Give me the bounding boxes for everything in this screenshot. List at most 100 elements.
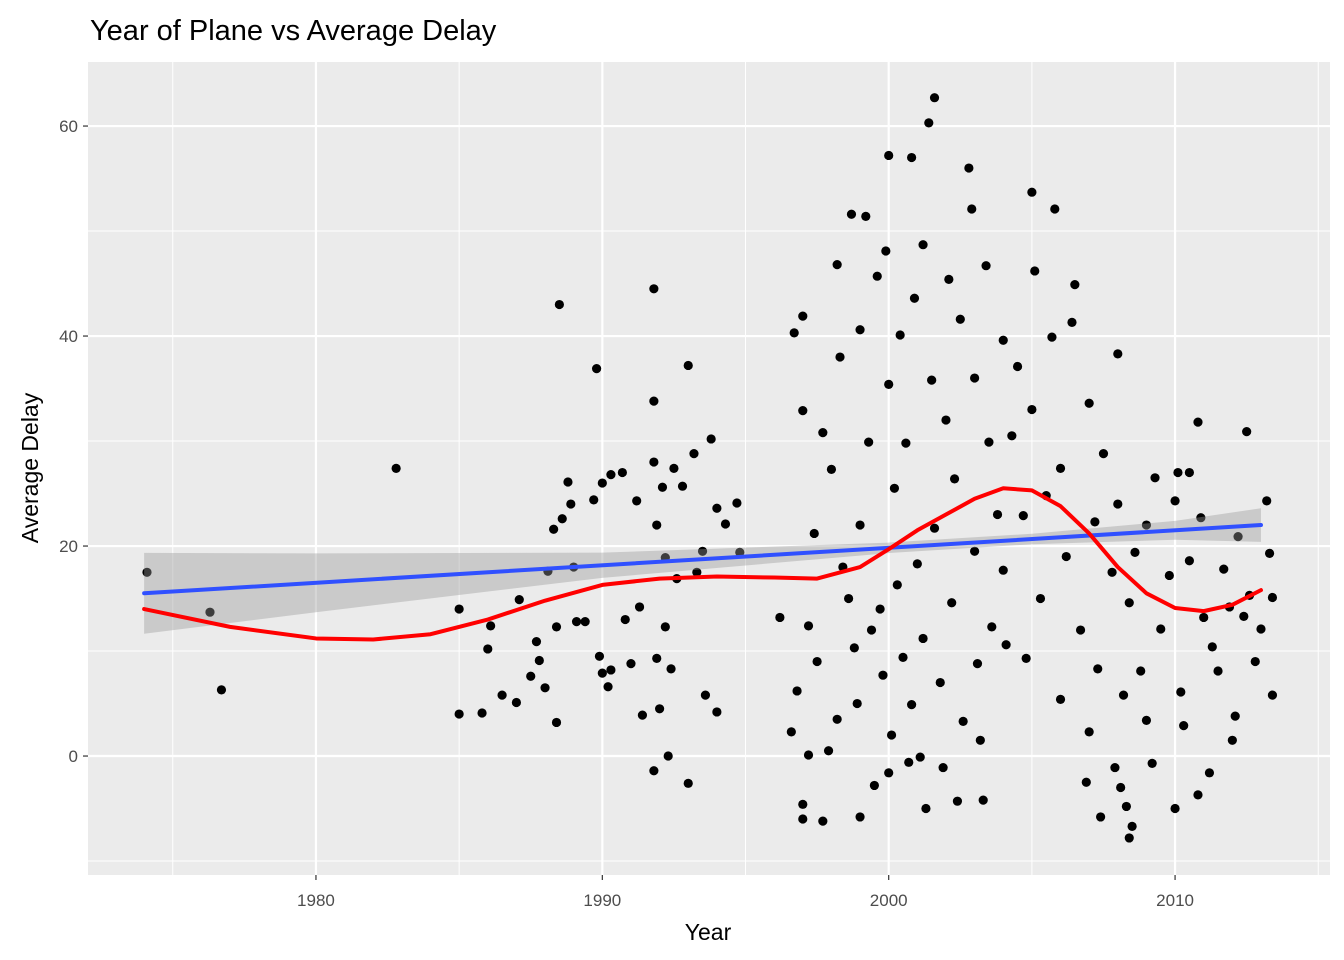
y-tick-label: 60 bbox=[59, 117, 78, 136]
point bbox=[1250, 656, 1260, 667]
point bbox=[597, 478, 607, 488]
point bbox=[944, 274, 954, 284]
point bbox=[1219, 564, 1229, 574]
point bbox=[970, 546, 980, 556]
point bbox=[580, 617, 590, 627]
point bbox=[1242, 426, 1252, 437]
point bbox=[1141, 520, 1152, 530]
point bbox=[632, 496, 642, 506]
point bbox=[875, 604, 885, 614]
point bbox=[1018, 510, 1028, 521]
point bbox=[566, 499, 576, 509]
point bbox=[798, 311, 808, 321]
point bbox=[1118, 690, 1129, 700]
point bbox=[992, 509, 1003, 520]
point bbox=[551, 622, 562, 632]
point bbox=[634, 602, 645, 612]
point bbox=[205, 607, 215, 617]
point bbox=[571, 617, 582, 627]
y-tick-label: 20 bbox=[59, 537, 78, 556]
point bbox=[514, 594, 524, 605]
point bbox=[1070, 279, 1080, 290]
point bbox=[655, 704, 665, 714]
x-tick-label: 1990 bbox=[583, 891, 621, 910]
point bbox=[1050, 204, 1060, 214]
point bbox=[864, 437, 874, 447]
point bbox=[606, 470, 616, 480]
point bbox=[1121, 801, 1131, 812]
point bbox=[617, 467, 627, 478]
point bbox=[832, 714, 842, 724]
point bbox=[1084, 727, 1094, 737]
point bbox=[1227, 735, 1237, 745]
y-tick-label: 0 bbox=[69, 747, 78, 766]
point bbox=[1096, 812, 1106, 822]
point bbox=[1001, 640, 1011, 650]
grid bbox=[88, 62, 1330, 875]
point bbox=[1127, 821, 1137, 831]
y-tick-label: 40 bbox=[59, 327, 78, 346]
point bbox=[1130, 547, 1140, 557]
point bbox=[1012, 361, 1023, 372]
point bbox=[700, 690, 711, 700]
point bbox=[697, 546, 708, 556]
point bbox=[669, 463, 679, 473]
point bbox=[895, 330, 905, 340]
point bbox=[1239, 611, 1249, 621]
point bbox=[526, 671, 536, 681]
point bbox=[935, 677, 945, 688]
point bbox=[1156, 624, 1166, 634]
point bbox=[1081, 777, 1091, 787]
point bbox=[1107, 567, 1117, 577]
point bbox=[511, 697, 522, 708]
point bbox=[818, 816, 828, 826]
point bbox=[142, 567, 152, 577]
point bbox=[563, 477, 573, 487]
point bbox=[861, 211, 871, 221]
point bbox=[483, 644, 493, 654]
point bbox=[454, 604, 464, 614]
point bbox=[898, 652, 908, 662]
point bbox=[652, 653, 662, 663]
point bbox=[1233, 531, 1243, 542]
point bbox=[929, 93, 940, 103]
point bbox=[818, 428, 828, 438]
confidence-band bbox=[144, 508, 1261, 634]
point bbox=[597, 668, 607, 678]
point bbox=[1267, 592, 1278, 603]
point bbox=[972, 659, 983, 669]
point bbox=[594, 651, 605, 661]
point bbox=[692, 567, 702, 577]
point bbox=[652, 520, 662, 530]
point bbox=[792, 686, 802, 696]
point bbox=[391, 463, 401, 473]
point bbox=[603, 682, 613, 692]
point bbox=[1264, 548, 1275, 558]
point bbox=[531, 636, 542, 647]
point bbox=[1055, 694, 1066, 704]
point bbox=[786, 727, 796, 737]
point bbox=[660, 622, 670, 632]
point bbox=[1136, 666, 1146, 676]
point bbox=[803, 621, 814, 631]
point bbox=[1193, 417, 1203, 427]
point bbox=[1090, 517, 1100, 527]
point bbox=[884, 150, 894, 161]
point bbox=[1147, 758, 1157, 768]
point bbox=[846, 209, 857, 219]
point bbox=[591, 363, 602, 374]
linear-fit-line bbox=[142, 523, 1263, 596]
point bbox=[952, 796, 963, 806]
point bbox=[958, 716, 968, 726]
point bbox=[649, 396, 659, 406]
point bbox=[798, 405, 808, 416]
point bbox=[998, 335, 1008, 345]
point bbox=[912, 559, 922, 569]
point bbox=[712, 707, 722, 717]
point bbox=[649, 457, 659, 467]
point bbox=[1007, 431, 1017, 441]
point bbox=[1196, 513, 1206, 523]
point bbox=[1262, 496, 1272, 506]
point bbox=[984, 437, 994, 447]
point bbox=[1164, 570, 1174, 581]
